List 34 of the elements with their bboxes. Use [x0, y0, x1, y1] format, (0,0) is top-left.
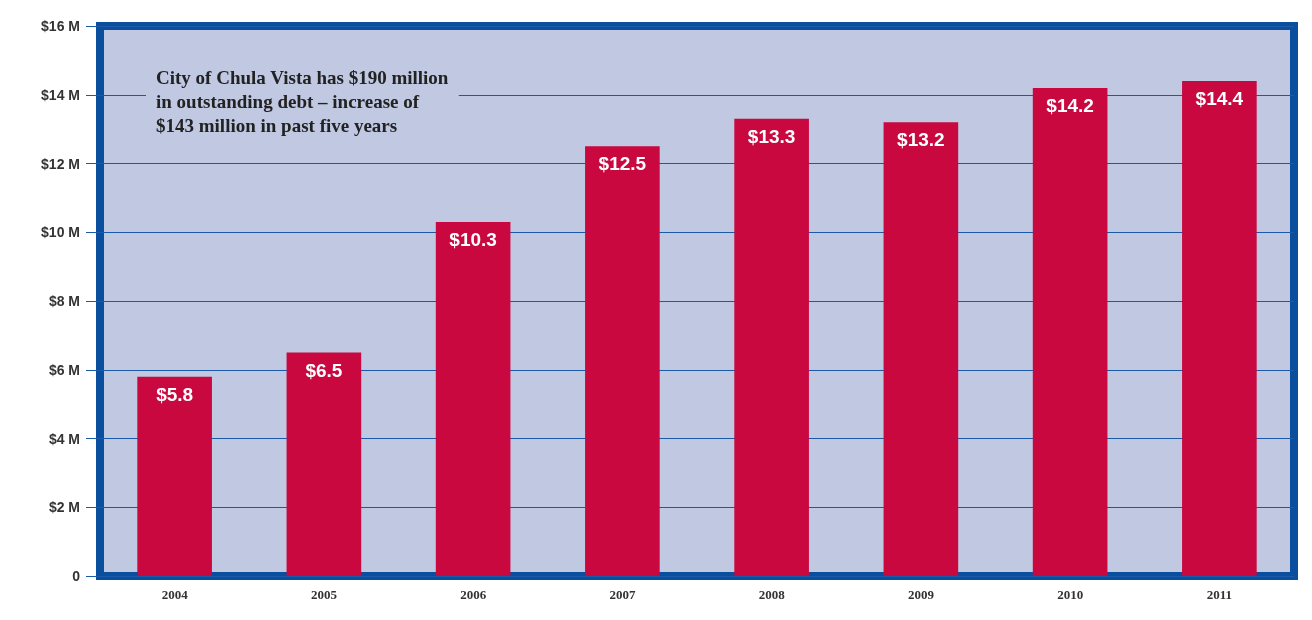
bar: [883, 122, 959, 576]
y-tick-label: $14 M: [41, 86, 80, 103]
y-tick-label: $4 M: [48, 430, 80, 447]
data-label: $14.4: [1195, 88, 1244, 109]
x-tick-label: 2007: [609, 587, 636, 602]
y-tick-label: $10 M: [41, 224, 80, 241]
data-label: $13.2: [897, 129, 945, 151]
y-tick-label: $16 M: [41, 18, 80, 34]
data-label: $14.2: [1046, 94, 1094, 116]
y-tick-label: $12 M: [41, 155, 80, 172]
x-tick-label: 2005: [310, 587, 338, 602]
data-label: $12.5: [598, 153, 647, 175]
data-label: $6.5: [305, 359, 343, 381]
x-tick-label: 2010: [1057, 587, 1084, 602]
x-tick-label: 2008: [758, 587, 786, 602]
y-tick-label: $6 M: [48, 361, 80, 378]
bar: [1182, 81, 1257, 576]
y-tick-label: $2 M: [48, 499, 80, 516]
x-tick-label: 2011: [1206, 587, 1233, 602]
x-tick-label: 2009: [907, 587, 935, 602]
data-label: $13.3: [747, 125, 796, 147]
bar: [734, 118, 809, 576]
data-label: $10.3: [449, 228, 497, 250]
bar: [585, 146, 660, 576]
data-label: $5.8: [156, 383, 194, 405]
bar: [1032, 87, 1108, 576]
bar: [137, 376, 212, 576]
x-tick-label: 2006: [460, 587, 487, 602]
y-tick-label: 0: [72, 568, 81, 584]
bar: [435, 221, 511, 576]
y-tick-label: $8 M: [48, 293, 80, 309]
annotation: City of Chula Vista has $190 million in outstanding debt – increase of $143 million in past five years: [156, 66, 449, 136]
bar: [286, 352, 362, 576]
x-tick-label: 2004: [161, 587, 189, 602]
